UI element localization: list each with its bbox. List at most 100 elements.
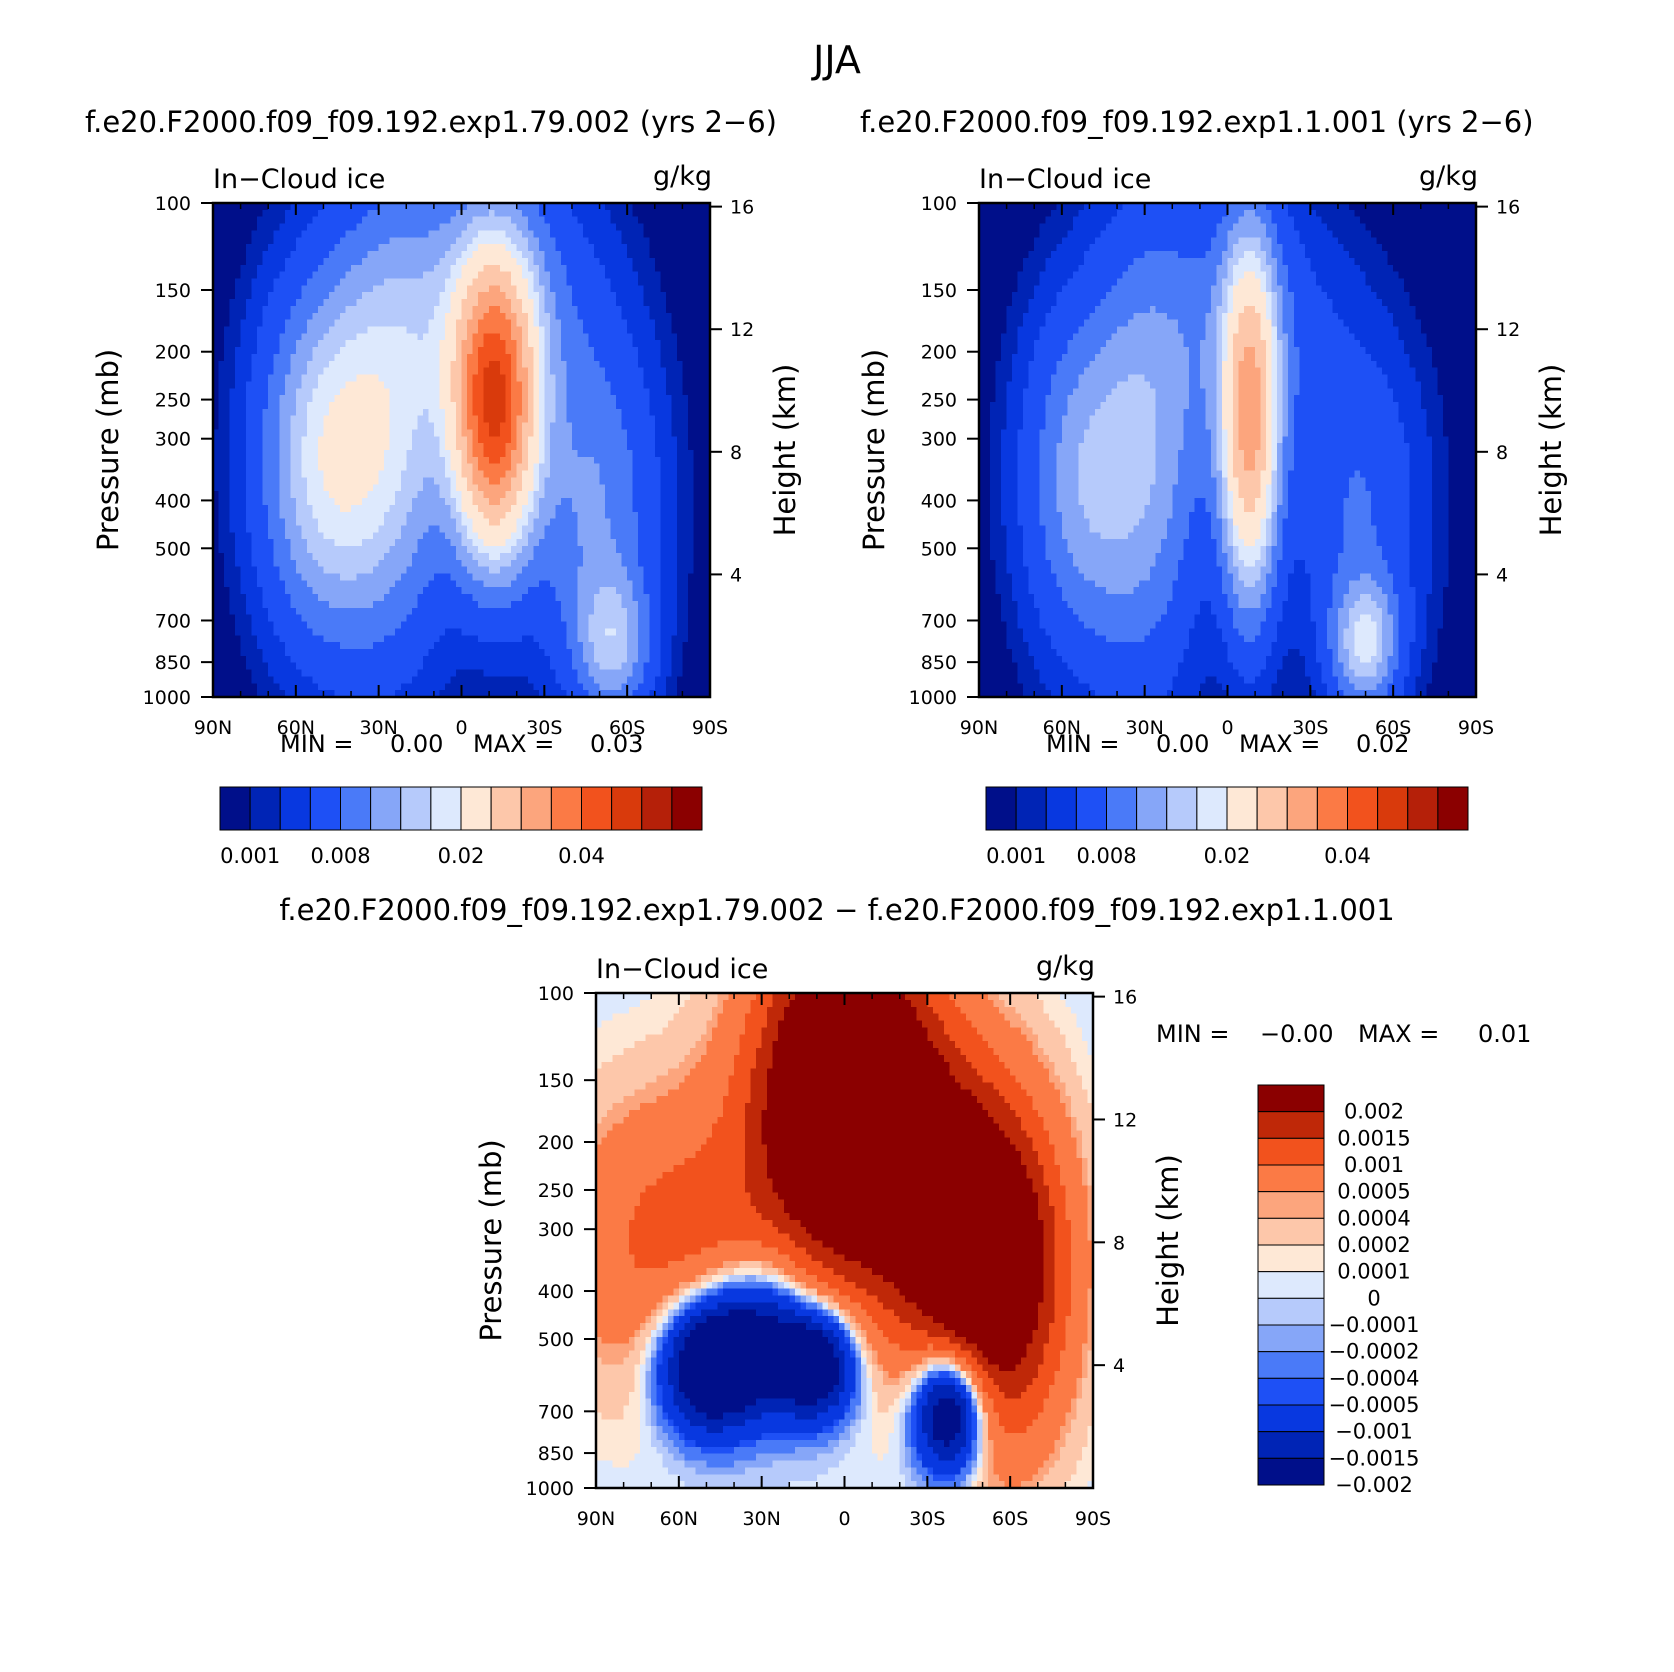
- contour-cell: [698, 299, 706, 307]
- contour-cell: [389, 271, 396, 280]
- contour-cell: [395, 450, 402, 458]
- contour-cell: [422, 360, 429, 369]
- contour-cell: [549, 546, 556, 554]
- contour-cell: [682, 518, 689, 527]
- contour-cell: [284, 511, 291, 520]
- contour-cell: [627, 299, 634, 307]
- contour-cell: [483, 422, 490, 431]
- contour-cell: [262, 209, 269, 218]
- contour-cell: [544, 436, 551, 444]
- contour-cell: [671, 498, 678, 506]
- contour-cell: [367, 305, 374, 314]
- contour-cell: [616, 353, 623, 362]
- contour-cell: [555, 518, 562, 527]
- contour-cell: [362, 450, 369, 458]
- contour-cell: [317, 216, 325, 225]
- contour-cell: [323, 333, 330, 341]
- contour-cell: [605, 278, 612, 286]
- contour-cell: [516, 436, 523, 444]
- contour-cell: [505, 257, 512, 266]
- contour-cell: [478, 333, 485, 341]
- contour-cell: [643, 340, 650, 348]
- contour-cell: [544, 299, 551, 307]
- contour-cell: [235, 525, 242, 533]
- contour-cell: [433, 504, 441, 513]
- contour-cell: [544, 429, 551, 437]
- contour-cell: [301, 292, 308, 300]
- contour-cell: [345, 573, 352, 581]
- contour-cell: [605, 477, 612, 485]
- contour-cell: [571, 539, 579, 547]
- contour-cell: [251, 498, 258, 506]
- contour-cell: [522, 271, 529, 280]
- contour-cell: [472, 429, 479, 437]
- contour-cell: [428, 511, 435, 520]
- contour-cell: [494, 573, 501, 581]
- contour-cell: [328, 498, 336, 506]
- contour-cell: [538, 552, 545, 561]
- contour-cell: [621, 573, 628, 581]
- contour-cell: [235, 347, 242, 355]
- contour-cell: [616, 415, 623, 424]
- contour-cell: [306, 292, 313, 300]
- contour-cell: [356, 463, 363, 472]
- contour-cell: [511, 539, 518, 547]
- contour-cell: [362, 491, 369, 499]
- contour-cell: [687, 353, 695, 362]
- contour-cell: [682, 223, 689, 232]
- contour-cell: [549, 429, 556, 437]
- contour-cell: [422, 319, 429, 328]
- contour-cell: [599, 333, 606, 341]
- contour-cell: [505, 374, 512, 382]
- contour-cell: [406, 209, 413, 218]
- contour-cell: [433, 333, 441, 341]
- contour-cell: [494, 559, 501, 568]
- contour-cell: [483, 450, 490, 458]
- contour-cell: [218, 525, 225, 533]
- contour-cell: [555, 285, 562, 293]
- contour-cell: [643, 305, 650, 314]
- contour-cell: [450, 367, 457, 376]
- contour-cell: [345, 511, 352, 520]
- contour-cell: [649, 498, 656, 506]
- contour-cell: [489, 367, 496, 376]
- contour-cell: [605, 498, 612, 506]
- contour-cell: [627, 340, 634, 348]
- contour-cell: [417, 230, 424, 238]
- contour-cell: [251, 566, 258, 575]
- contour-cell: [660, 463, 667, 472]
- contour-cell: [406, 388, 413, 396]
- contour-cell: [301, 546, 308, 554]
- contour-cell: [323, 504, 330, 513]
- contour-cell: [433, 491, 441, 499]
- contour-cell: [257, 408, 264, 417]
- contour-cell: [544, 504, 551, 513]
- contour-cell: [571, 360, 579, 369]
- contour-cell: [406, 443, 413, 451]
- contour-cell: [472, 326, 479, 334]
- contour-cell: [594, 552, 601, 561]
- contour-cell: [605, 251, 612, 259]
- contour-cell: [323, 374, 330, 382]
- contour-cell: [257, 223, 264, 232]
- contour-cell: [693, 559, 700, 568]
- contour-cell: [627, 388, 634, 396]
- contour-cell: [450, 566, 457, 575]
- contour-cell: [345, 415, 352, 424]
- contour-cell: [610, 532, 617, 540]
- contour-cell: [527, 223, 534, 232]
- contour-cell: [560, 566, 568, 575]
- contour-cell: [251, 388, 258, 396]
- contour-cell: [273, 292, 280, 300]
- contour-cell: [638, 388, 645, 396]
- contour-cell: [328, 525, 336, 533]
- contour-cell: [698, 559, 706, 568]
- contour-cell: [527, 203, 534, 211]
- contour-cell: [395, 525, 402, 533]
- contour-cell: [356, 347, 363, 355]
- contour-cell: [367, 470, 374, 479]
- contour-cell: [334, 566, 341, 575]
- contour-cell: [389, 408, 396, 417]
- contour-cell: [704, 347, 711, 355]
- contour-cell: [340, 305, 347, 314]
